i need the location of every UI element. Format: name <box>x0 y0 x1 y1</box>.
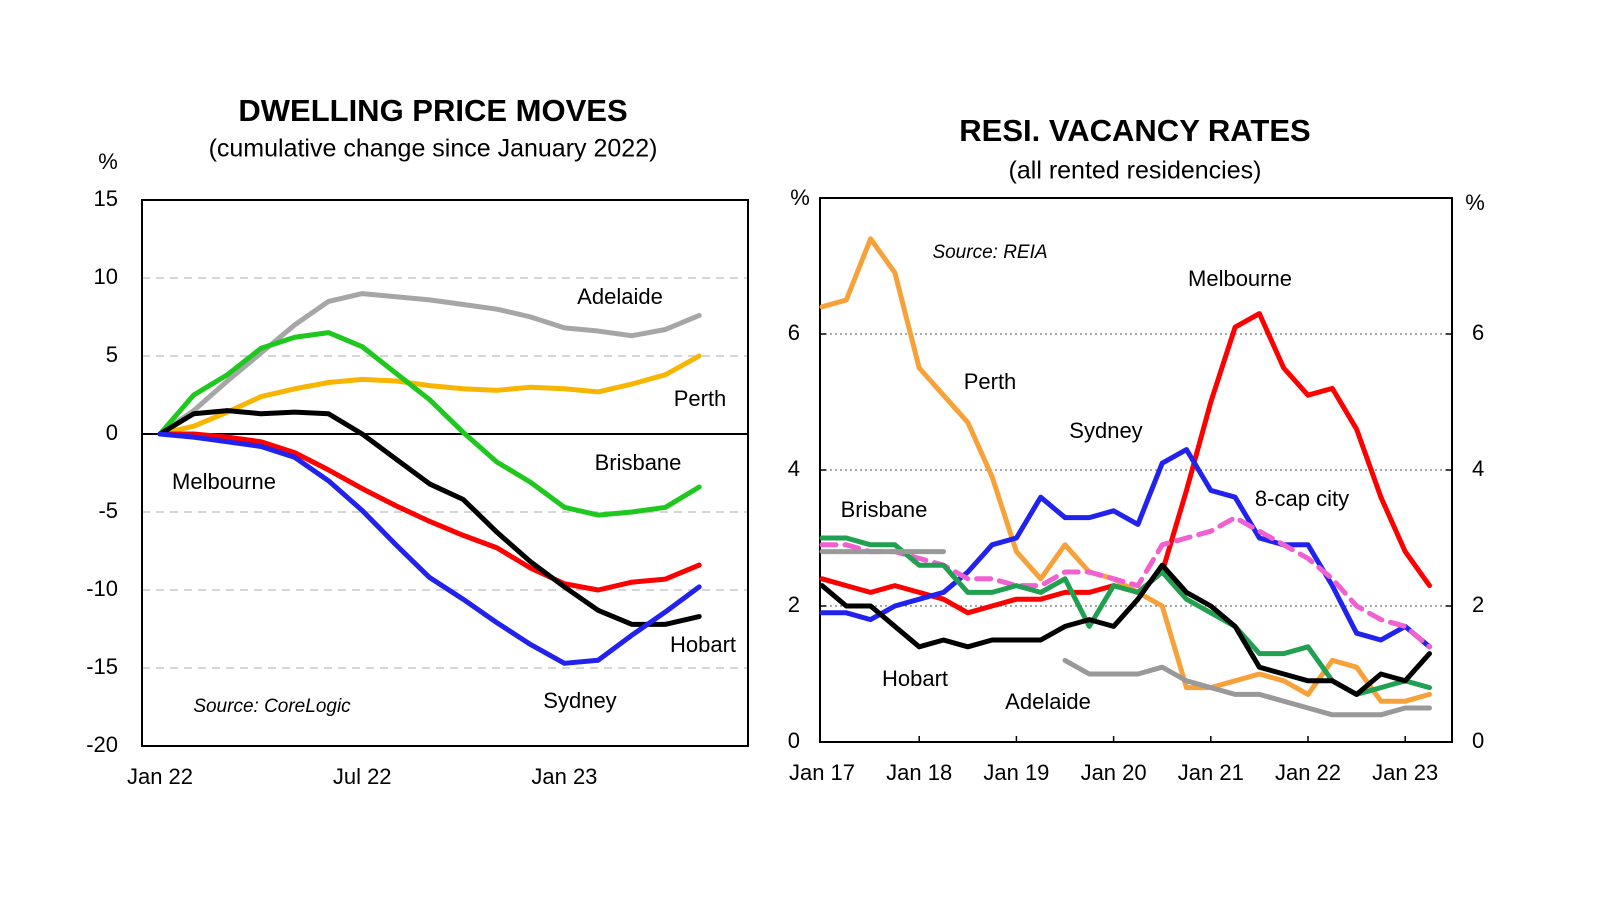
series-line <box>157 330 702 518</box>
y-tick-label: -20 <box>86 732 118 757</box>
series-label: Melbourne <box>1188 266 1292 291</box>
chart-title: DWELLING PRICE MOVES <box>238 93 627 128</box>
x-tick-label: Jan 18 <box>886 760 952 785</box>
series-line <box>157 291 702 437</box>
series-label: Perth <box>964 369 1017 394</box>
chart-subtitle: (all rented residencies) <box>1009 157 1262 185</box>
y2-tick-label: 4 <box>1472 456 1484 481</box>
x-tick-label: Jan 21 <box>1178 760 1244 785</box>
y-tick-label: -5 <box>98 498 118 523</box>
y-tick-label: 6 <box>788 320 800 345</box>
series-label: Sydney <box>1069 418 1142 443</box>
series-line <box>819 515 1432 650</box>
y-tick-label: 15 <box>94 186 118 211</box>
series-line <box>819 535 1432 697</box>
source-note: Source: CoreLogic <box>193 696 351 717</box>
chart-title: RESI. VACANCY RATES <box>959 113 1310 148</box>
y-tick-label: 10 <box>94 264 118 289</box>
y-axis-unit: % <box>98 149 118 174</box>
series-label: Melbourne <box>172 469 276 494</box>
series-label: Perth <box>674 386 727 411</box>
x-tick-label: Jan 23 <box>1372 760 1438 785</box>
y2-axis-unit: % <box>1465 190 1485 215</box>
series-line <box>157 431 702 593</box>
series-line <box>819 549 1432 718</box>
series-label: Adelaide <box>577 284 663 309</box>
x-tick-label: Jan 17 <box>789 760 855 785</box>
y-tick-label: 4 <box>788 456 800 481</box>
y-tick-label: 0 <box>106 420 118 445</box>
plot-frame <box>819 197 1453 743</box>
series-label: Hobart <box>882 666 948 691</box>
x-tick-label: Jan 19 <box>983 760 1049 785</box>
x-tick-label: Jul 22 <box>333 764 392 789</box>
x-tick-label: Jan 22 <box>127 764 193 789</box>
y-tick-label: -15 <box>86 654 118 679</box>
series-line <box>819 311 1432 616</box>
y2-tick-label: 0 <box>1472 728 1484 753</box>
x-tick-label: Jan 23 <box>531 764 597 789</box>
y2-tick-label: 6 <box>1472 320 1484 345</box>
series-line <box>819 562 1432 697</box>
x-tick-label: Jan 20 <box>1081 760 1147 785</box>
series-line <box>157 431 702 666</box>
y-tick-label: 5 <box>106 342 118 367</box>
series-label: Brisbane <box>841 497 928 522</box>
series-label: Brisbane <box>595 450 682 475</box>
series-line <box>157 408 702 627</box>
y2-tick-label: 2 <box>1472 592 1484 617</box>
y-axis-unit: % <box>790 185 810 210</box>
source-note: Source: REIA <box>932 242 1047 263</box>
chart-subtitle: (cumulative change since January 2022) <box>209 135 658 163</box>
y-tick-label: -10 <box>86 576 118 601</box>
series-label: Sydney <box>543 688 616 713</box>
series-label: 8-cap city <box>1255 486 1349 511</box>
series-line <box>157 353 702 437</box>
plot-frame <box>141 199 749 747</box>
series-label: Adelaide <box>1005 689 1091 714</box>
x-tick-label: Jan 22 <box>1275 760 1341 785</box>
y-tick-label: 0 <box>788 728 800 753</box>
y-tick-label: 2 <box>788 592 800 617</box>
series-line <box>819 236 1432 704</box>
series-line <box>819 447 1432 650</box>
series-label: Hobart <box>670 632 736 657</box>
